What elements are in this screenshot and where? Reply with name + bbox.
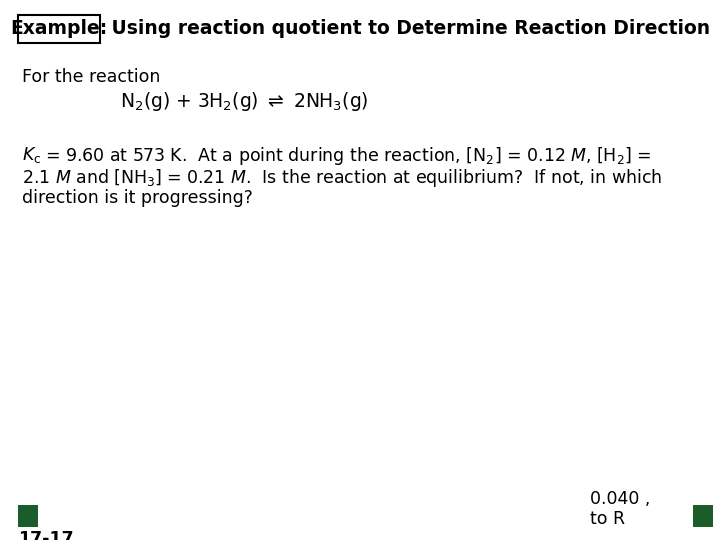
Text: Example:: Example: (10, 19, 107, 38)
Text: 17-17: 17-17 (18, 530, 73, 540)
Text: to R: to R (590, 510, 625, 528)
FancyBboxPatch shape (18, 15, 100, 43)
Text: 0.040 ,: 0.040 , (590, 490, 650, 508)
Text: For the reaction: For the reaction (22, 68, 161, 86)
Text: 2.1 $\mathit{M}$ and [NH$_3$] = 0.21 $\mathit{M}$.  Is the reaction at equilibri: 2.1 $\mathit{M}$ and [NH$_3$] = 0.21 $\m… (22, 167, 662, 189)
Text: direction is it progressing?: direction is it progressing? (22, 189, 253, 207)
Text: N$_2$(g) + 3H$_2$(g) $\rightleftharpoons$ 2NH$_3$(g): N$_2$(g) + 3H$_2$(g) $\rightleftharpoons… (120, 90, 369, 113)
Bar (18, 505, 38, 527)
Text: Using reaction quotient to Determine Reaction Direction: Using reaction quotient to Determine Rea… (105, 19, 710, 38)
Text: = 9.60 at 573 K.  At a point during the reaction, [N$_2$] = 0.12 $\mathit{M}$, [: = 9.60 at 573 K. At a point during the r… (45, 145, 652, 167)
Bar (693, 505, 713, 527)
Text: $\mathit{K}_\mathrm{c}$: $\mathit{K}_\mathrm{c}$ (22, 145, 41, 165)
